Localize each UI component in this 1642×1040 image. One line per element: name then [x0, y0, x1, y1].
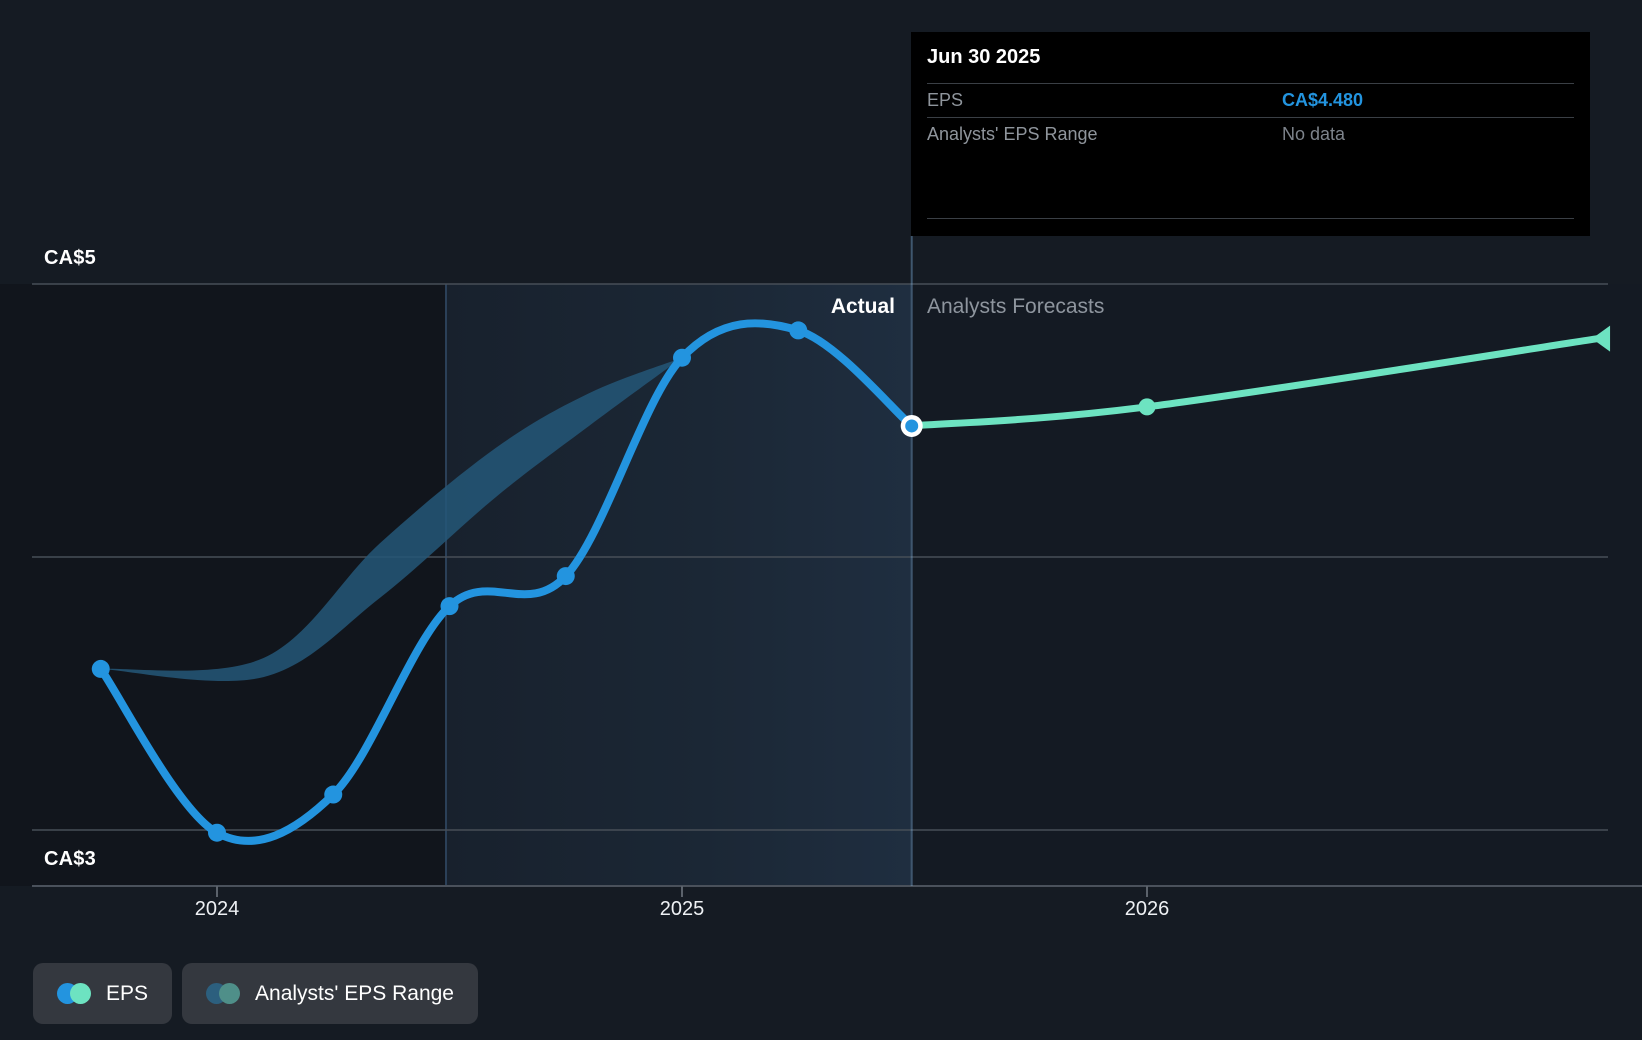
forecast-data-point-dec-31-2025[interactable] — [1138, 398, 1156, 416]
forecast-end-arrow-icon — [1592, 325, 1611, 352]
tooltip-date-title: Jun 30 2025 — [927, 46, 1041, 68]
chart-legend: EPS Analysts' EPS Range — [33, 963, 478, 1024]
tooltip-eps-value: CA$4.480 — [1282, 90, 1364, 110]
eps-data-point-sep-30-2023[interactable] — [91, 659, 110, 678]
tooltip-range-label: Analysts' EPS Range — [927, 124, 1098, 144]
eps-series-icon — [57, 983, 91, 1004]
legend-range-label: Analysts' EPS Range — [255, 981, 454, 1005]
legend-chip-eps[interactable]: EPS — [33, 963, 173, 1024]
range-series-icon — [206, 983, 241, 1004]
x-axis-label-2026: 2026 — [1124, 898, 1170, 920]
tooltip-divider — [927, 218, 1574, 219]
tooltip-divider — [927, 117, 1574, 118]
tooltip-divider — [927, 83, 1574, 84]
eps-forecast-color-dot — [70, 983, 91, 1004]
analysts-eps-range-band — [100, 357, 682, 682]
x-axis-label-2025: 2025 — [659, 898, 705, 920]
eps-data-point-mar-31-2025[interactable] — [789, 321, 808, 340]
eps-data-point-jun-30-2024[interactable] — [440, 597, 459, 616]
actual-section-label: Actual — [830, 295, 895, 318]
y-axis-label-top: CA$5 — [44, 247, 96, 269]
eps-data-point-dec-31-2024[interactable] — [673, 348, 691, 367]
x-axis-label-2024: 2024 — [194, 898, 240, 920]
legend-chip-analysts-eps-range[interactable]: Analysts' EPS Range — [182, 963, 478, 1024]
chart-tooltip: Jun 30 2025 EPS CA$4.480 Analysts' EPS R… — [911, 32, 1590, 236]
y-axis-label-bottom: CA$3 — [44, 848, 96, 870]
tooltip-range-value: No data — [1282, 124, 1346, 144]
tooltip-range-row: Analysts' EPS Range No data — [927, 118, 1574, 151]
eps-forecast-line — [908, 335, 1602, 430]
last-year-highlight-region — [445, 284, 913, 886]
eps-data-point-mar-31-2024[interactable] — [324, 785, 343, 804]
selected-point-jun-30-2025[interactable] — [905, 419, 919, 433]
range-high-color-dot — [219, 983, 241, 1004]
tooltip-eps-row: EPS CA$4.480 — [927, 84, 1574, 117]
forecast-region-background — [911, 284, 1642, 886]
forecast-section-label: Analysts Forecasts — [927, 295, 1105, 318]
eps-data-point-sep-30-2024[interactable] — [556, 567, 575, 586]
tooltip-eps-label: EPS — [927, 90, 964, 110]
eps-actual-line — [96, 319, 916, 845]
eps-data-point-dec-31-2023[interactable] — [208, 823, 226, 842]
legend-eps-label: EPS — [106, 981, 149, 1005]
